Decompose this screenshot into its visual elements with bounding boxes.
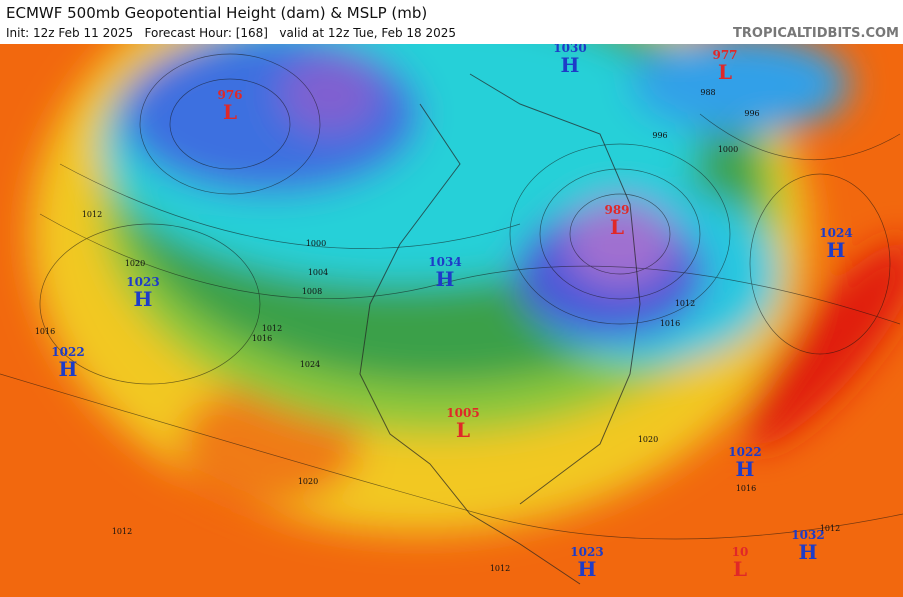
center-symbol: H [436,267,455,291]
isobar-label: 1012 [82,210,102,219]
center-value: 1022 [51,345,84,359]
isobar-label: 1012 [675,299,695,308]
isobar-label: 1020 [298,477,318,486]
center-symbol: H [134,287,153,311]
title: ECMWF 500mb Geopotential Height (dam) & … [6,4,428,22]
height-field [0,44,903,597]
isobar-label: 1020 [125,259,145,268]
center-value: 1032 [791,528,824,542]
center-value: 989 [604,203,629,217]
center-value: 1030 [553,44,586,55]
center-symbol: H [578,557,597,581]
center-symbol: L [610,215,624,239]
center-symbol: L [718,60,732,84]
isobar-label: 1024 [300,360,320,369]
isobar-label: 1016 [660,319,680,328]
isobar-label: 1016 [35,327,55,336]
site-name: TROPICALTIDBITS.COM [733,26,899,41]
center-symbol: L [733,557,747,581]
isobar-label: 1012 [112,527,132,536]
center-symbol: L [223,100,237,124]
isobar-label: 996 [652,131,667,140]
center-value: 1024 [819,226,852,240]
center-symbol: H [59,357,78,381]
center-symbol: H [827,238,846,262]
center-value: 1034 [428,255,461,269]
center-value: 976 [217,88,242,102]
coastlines [359,73,641,585]
center-value: 10 [732,545,749,559]
isobar-label: 988 [700,88,715,97]
subtitle: Init: 12z Feb 11 2025 Forecast Hour: [16… [6,26,457,40]
center-symbol: H [561,53,580,77]
isobar-label: 1008 [302,287,322,296]
center-symbol: H [799,540,818,564]
isobar-label: 1012 [820,524,840,533]
center-symbol: L [456,418,470,442]
isobar-label: 996 [744,109,759,118]
isobar-label: 1012 [490,564,510,573]
isobar-labels: 1012102010161024101210161008100410001020… [35,88,840,573]
center-symbol: H [736,457,755,481]
isobar-label: 1016 [252,334,272,343]
center-value: 1005 [446,406,479,420]
isobar-label: 1000 [306,239,326,248]
center-value: 977 [712,48,737,62]
isobar-label: 1000 [718,145,738,154]
isobar-label: 1012 [262,324,282,333]
center-value: 1023 [126,275,159,289]
center-value: 1023 [570,545,603,559]
isobar-label: 1004 [308,268,328,277]
center-value: 1022 [728,445,761,459]
isobar-label: 1016 [736,484,756,493]
isobar-label: 1020 [638,435,658,444]
isobars [0,53,903,540]
